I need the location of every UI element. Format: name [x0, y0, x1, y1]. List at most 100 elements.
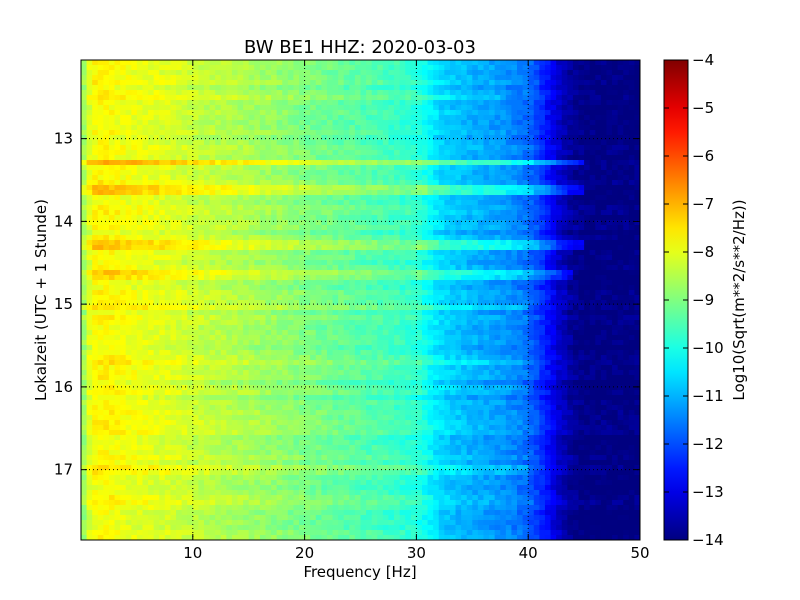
heatmap-cell [120, 210, 127, 216]
heatmap-cell [377, 270, 384, 276]
heatmap-cell [421, 290, 429, 296]
heatmap-cell [628, 280, 636, 286]
heatmap-cell [271, 230, 278, 236]
heatmap-cell [254, 195, 261, 201]
heatmap-cell [455, 300, 462, 306]
heatmap-cell [120, 150, 127, 156]
heatmap-cell [86, 290, 93, 296]
heatmap-cell [192, 100, 199, 106]
heatmap-cell [371, 230, 378, 236]
heatmap-cell [315, 245, 322, 251]
heatmap-cell [572, 180, 580, 186]
heatmap-cell [176, 260, 183, 266]
heatmap-cell [477, 65, 485, 71]
heatmap-cell [176, 95, 183, 101]
heatmap-cell [472, 205, 479, 211]
heatmap-cell [326, 125, 334, 131]
heatmap-cell [539, 60, 546, 66]
heatmap-cell [343, 90, 350, 96]
heatmap-cell [533, 100, 540, 106]
heatmap-cell [131, 105, 138, 111]
heatmap-cell [120, 245, 127, 251]
heatmap-cell [153, 205, 160, 211]
heatmap-cell [533, 220, 540, 226]
heatmap-cell [103, 305, 110, 311]
heatmap-cell [595, 180, 602, 186]
heatmap-cell [209, 100, 216, 106]
heatmap-cell [131, 120, 138, 126]
heatmap-cell [114, 135, 121, 141]
heatmap-cell [494, 115, 501, 121]
heatmap-cell [544, 125, 552, 131]
heatmap-cell [371, 95, 378, 101]
heatmap-cell [338, 80, 345, 86]
heatmap-cell [315, 175, 322, 181]
heatmap-cell [192, 65, 199, 71]
heatmap-cell [416, 175, 423, 181]
heatmap-cell [550, 140, 557, 146]
heatmap-cell [226, 220, 233, 226]
heatmap-cell [623, 210, 630, 216]
heatmap-cell [332, 105, 339, 111]
heatmap-cell [533, 75, 540, 81]
heatmap-cell [181, 145, 188, 151]
heatmap-cell [595, 105, 602, 111]
heatmap-cell [237, 135, 244, 141]
heatmap-cell [338, 270, 345, 276]
heatmap-cell [382, 160, 390, 166]
heatmap-cell [612, 90, 619, 96]
heatmap-cell [136, 80, 144, 86]
heatmap-cell [556, 130, 563, 136]
heatmap-cell [237, 260, 244, 266]
heatmap-cell [231, 110, 239, 116]
heatmap-cell [595, 155, 602, 161]
heatmap-cell [326, 290, 334, 296]
heatmap-cell [220, 150, 227, 156]
heatmap-cell [522, 100, 529, 106]
heatmap-cell [617, 165, 624, 171]
heatmap-cell [416, 195, 423, 201]
heatmap-cell [628, 210, 636, 216]
heatmap-cell [254, 120, 261, 126]
heatmap-cell [455, 180, 462, 186]
heatmap-cell [354, 195, 362, 201]
heatmap-cell [226, 120, 233, 126]
heatmap-cell [192, 205, 199, 211]
heatmap-cell [382, 280, 390, 286]
heatmap-cell [153, 155, 160, 161]
heatmap-cell [81, 90, 88, 96]
heatmap-cell [310, 200, 317, 206]
heatmap-cell [338, 290, 345, 296]
heatmap-cell [550, 185, 557, 191]
heatmap-cell [265, 185, 272, 191]
heatmap-cell [243, 65, 250, 71]
heatmap-cell [86, 265, 93, 271]
heatmap-cell [287, 100, 295, 106]
heatmap-cell [164, 95, 172, 101]
heatmap-cell [561, 125, 568, 131]
heatmap-cell [159, 200, 166, 206]
heatmap-cell [544, 275, 552, 281]
heatmap-cell [477, 250, 485, 256]
heatmap-cell [522, 195, 529, 201]
heatmap-cell [131, 125, 138, 131]
heatmap-cell [522, 180, 529, 186]
heatmap-cell [578, 180, 585, 186]
heatmap-cell [438, 295, 445, 301]
heatmap-cell [293, 255, 300, 261]
heatmap-cell [299, 200, 306, 206]
heatmap-cell [433, 245, 440, 251]
heatmap-cell [114, 245, 121, 251]
heatmap-cell [136, 65, 144, 71]
heatmap-cell [237, 305, 244, 311]
heatmap-cell [159, 145, 166, 151]
heatmap-cell [377, 80, 384, 86]
heatmap-cell [595, 270, 602, 276]
heatmap-cell [600, 165, 608, 171]
heatmap-cell [634, 155, 640, 161]
heatmap-cell [254, 225, 261, 231]
heatmap-cell [226, 195, 233, 201]
heatmap-cell [489, 245, 496, 251]
heatmap-cell [500, 100, 507, 106]
